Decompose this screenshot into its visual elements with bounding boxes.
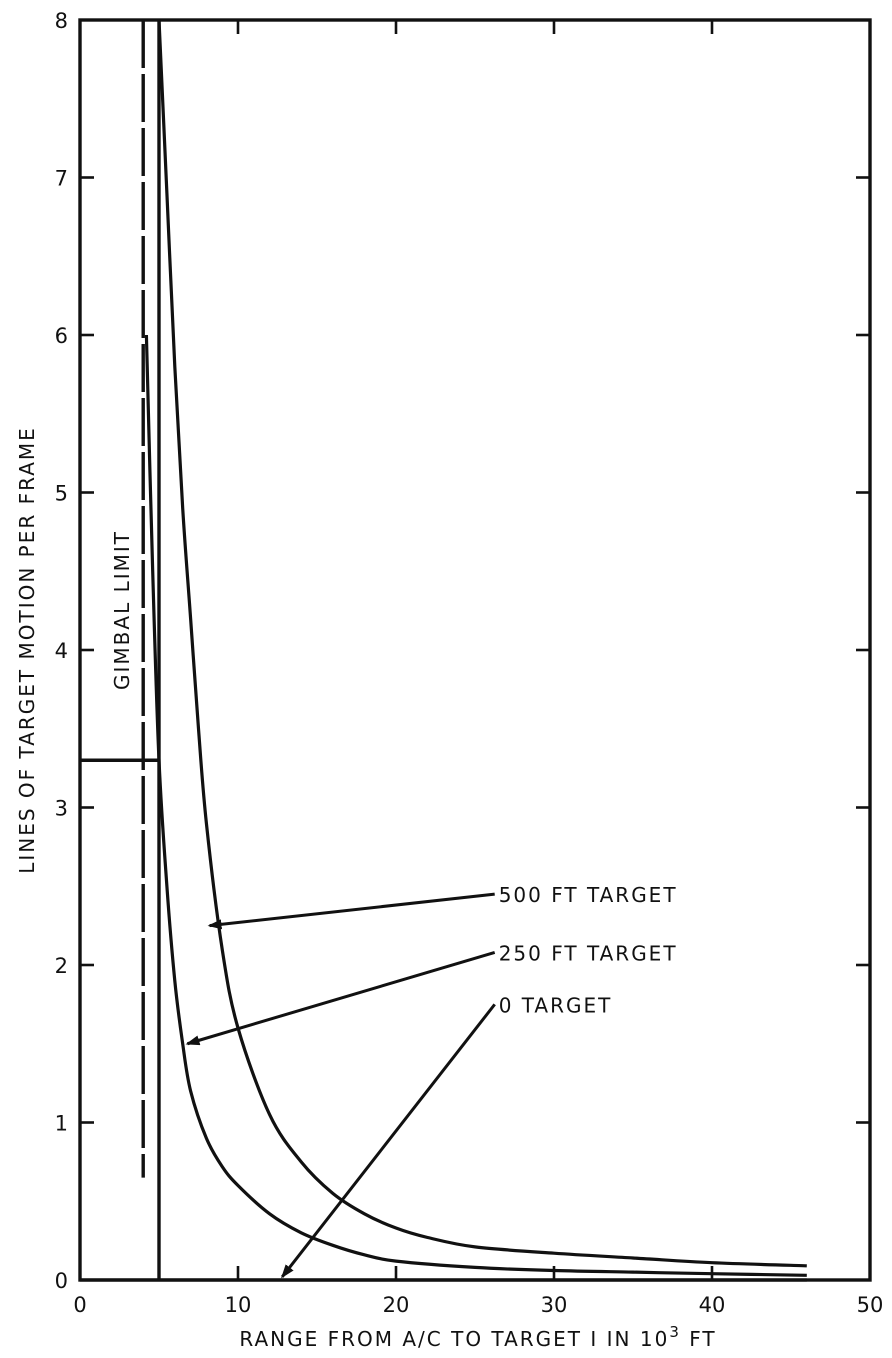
annotation-gimbal-limit: GIMBAL LIMIT (110, 530, 134, 690)
x-tick-label: 30 (541, 1293, 568, 1317)
x-axis-title-unit: FT (689, 1327, 716, 1351)
x-tick-label: 20 (383, 1293, 410, 1317)
x-axis-title-superscript: 3 (669, 1323, 681, 1341)
y-tick-label: 7 (55, 167, 68, 191)
y-tick-label: 2 (55, 954, 68, 978)
annotation-250-ft-target: 250 FT TARGET (499, 941, 678, 965)
plot-area: 0 10 20 30 40 50 0 1 2 3 4 5 6 7 8 GIMBAL LIMIT 500 FT T… (55, 9, 884, 1317)
x-tick-label: 0 (73, 1293, 86, 1317)
y-tick-label: 0 (55, 1269, 68, 1293)
y-tick-label: 5 (55, 482, 68, 506)
x-axis-title-main: RANGE FROM A/C TO TARGET I IN 10 (239, 1327, 669, 1351)
annotation-arrow-250-ft-target (185, 950, 496, 1046)
y-tick-label: 1 (55, 1112, 68, 1136)
annotation-arrow-500-ft-target (207, 892, 495, 930)
y-tick-label: 8 (55, 9, 68, 33)
annotation-arrow-0-target (281, 1003, 496, 1279)
y-tick-label: 4 (55, 639, 68, 663)
series-line-250-ft-target (144, 334, 807, 1277)
x-axis-title-spacer (681, 1327, 689, 1351)
x-tick-label: 40 (699, 1293, 726, 1317)
y-axis-title: LINES OF TARGET MOTION PER FRAME (15, 426, 39, 874)
x-tick-label: 10 (225, 1293, 252, 1317)
y-tick-label: 6 (55, 324, 68, 348)
plot-frame (78, 18, 872, 1282)
series-line-500-ft-target (157, 19, 807, 1268)
y-tick-label: 3 (55, 797, 68, 821)
annotation-0-target: 0 TARGET (499, 993, 613, 1017)
x-tick-label: 50 (857, 1293, 884, 1317)
x-axis-title: RANGE FROM A/C TO TARGET I IN 103 FT (239, 1323, 716, 1351)
annotation-500-ft-target: 500 FT TARGET (499, 883, 678, 907)
